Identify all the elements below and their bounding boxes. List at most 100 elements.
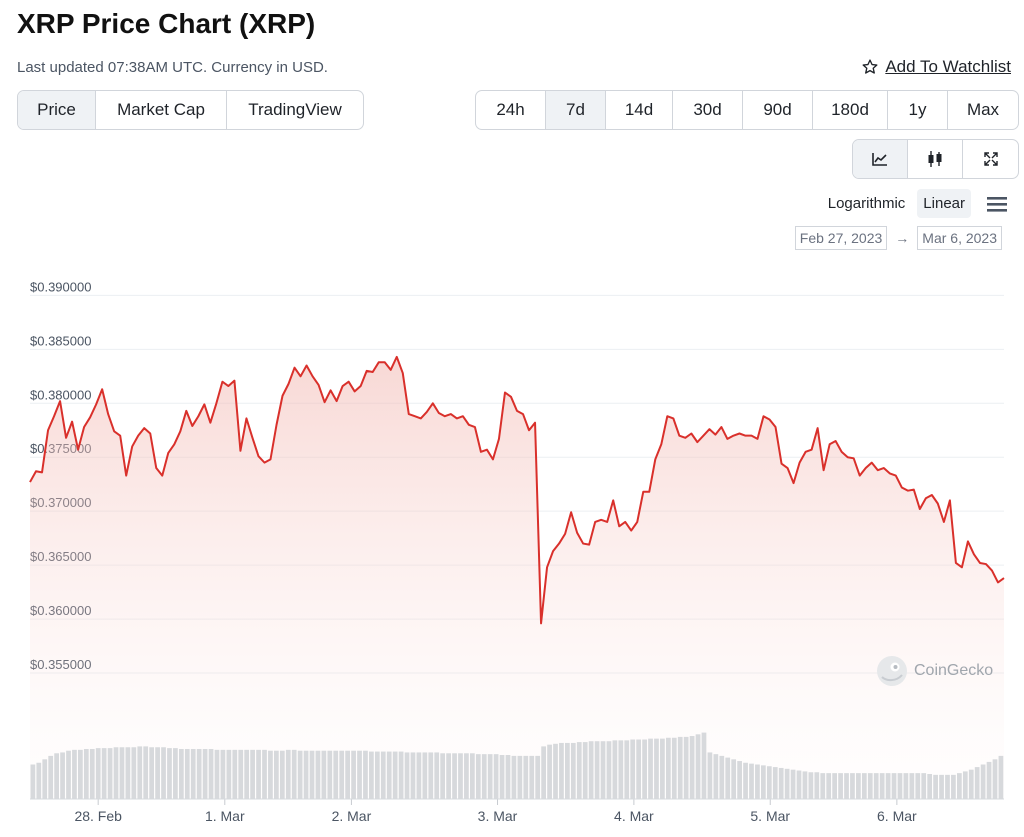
volume-bar (559, 742, 564, 799)
volume-bar (220, 749, 226, 799)
volume-bar (422, 752, 428, 800)
volume-bar (541, 746, 546, 799)
range-180d[interactable]: 180d (813, 91, 888, 129)
volume-bar (915, 773, 921, 799)
range-30d[interactable]: 30d (673, 91, 743, 129)
range-tabs: 24h 7d 14d 30d 90d 180d 1y Max (475, 90, 1019, 130)
volume-bar (885, 773, 891, 799)
volume-bar (766, 766, 772, 799)
volume-bar (72, 749, 77, 799)
volume-bar (446, 753, 451, 799)
x-tick-label: 6. Mar (877, 808, 917, 824)
volume-bar (844, 773, 849, 799)
volume-bar (279, 750, 285, 799)
range-90d[interactable]: 90d (743, 91, 813, 129)
volume-bar (184, 748, 190, 799)
volume-bar (660, 738, 665, 799)
volume-bar (980, 764, 986, 799)
volume-bar (695, 734, 701, 799)
candlestick-icon (927, 150, 943, 168)
volume-bar (95, 748, 101, 799)
volume-bar (850, 773, 855, 799)
volume-bar (570, 742, 576, 799)
date-from-input[interactable]: Feb 27, 2023 (794, 226, 888, 250)
volume-bar (891, 773, 897, 799)
volume-bar (873, 773, 879, 799)
line-chart-icon (872, 152, 888, 166)
line-chart-button[interactable] (853, 140, 908, 178)
volume-bar (262, 749, 267, 799)
volume-bar (588, 741, 594, 799)
volume-bar (369, 751, 374, 799)
volume-bar (345, 750, 351, 799)
volume-bar (107, 748, 113, 799)
add-to-watchlist-link[interactable]: Add To Watchlist (861, 57, 1011, 77)
volume-bar (398, 751, 404, 799)
logarithmic-option[interactable]: Logarithmic (827, 195, 906, 212)
volume-bar (60, 752, 65, 800)
volume-bar (125, 747, 131, 799)
price-area-fill (30, 356, 1004, 799)
volume-bar (30, 764, 36, 799)
volume-bar (939, 774, 944, 799)
volume-bar (452, 753, 457, 799)
volume-bar (933, 774, 938, 799)
volume-bar (856, 773, 861, 799)
volume-bar (333, 750, 339, 799)
volume-bar (576, 742, 582, 799)
volume-bar (297, 750, 303, 799)
linear-option[interactable]: Linear (917, 189, 971, 218)
range-7d[interactable]: 7d (546, 91, 606, 129)
volume-bar (374, 751, 380, 799)
volume-bar (814, 772, 820, 799)
volume-bar (612, 740, 618, 799)
tab-price[interactable]: Price (18, 91, 96, 129)
volume-bar (178, 748, 184, 799)
range-max[interactable]: Max (966, 100, 1000, 119)
fullscreen-icon (983, 152, 998, 166)
range-1y[interactable]: 1y (888, 91, 948, 129)
volume-bar (315, 750, 321, 799)
y-tick-label: $0.390000 (30, 279, 91, 294)
volume-bar (956, 773, 962, 799)
volume-bar (404, 752, 410, 800)
volume-bar (737, 761, 742, 799)
volume-bar (654, 738, 659, 799)
volume-bar (83, 748, 89, 799)
range-24h[interactable]: 24h (476, 91, 546, 129)
arrow-right-icon: → (895, 230, 910, 246)
volume-bar (309, 750, 315, 799)
price-chart[interactable]: $0.390000$0.385000$0.380000$0.375000$0.3… (0, 260, 1024, 837)
x-tick-label: 2. Mar (332, 808, 372, 824)
volume-bar (683, 736, 689, 799)
volume-bar (416, 752, 422, 800)
date-range: Feb 27, 2023 → Mar 6, 2023 (794, 226, 1002, 250)
price-line[interactable] (29, 355, 1005, 625)
volume-bar (410, 752, 416, 800)
volume-bar (962, 771, 968, 799)
volume-bar (790, 769, 796, 799)
hamburger-menu-icon[interactable] (987, 196, 1007, 212)
volume-bar (244, 749, 250, 799)
volume-bar (636, 739, 642, 799)
volume-bar (565, 742, 570, 799)
volume-bar (499, 755, 505, 799)
fullscreen-button[interactable] (963, 140, 1018, 178)
date-to-input[interactable]: Mar 6, 2023 (917, 226, 1002, 250)
y-tick-label: $0.385000 (30, 333, 91, 348)
volume-bar (89, 748, 95, 799)
volume-bar (909, 773, 915, 799)
volume-bar (624, 740, 630, 799)
candlestick-button[interactable] (908, 140, 963, 178)
tab-market-cap[interactable]: Market Cap (96, 91, 227, 129)
x-tick-label: 3. Mar (478, 808, 518, 824)
tab-tradingview[interactable]: TradingView (248, 100, 342, 119)
volume-bar (291, 749, 297, 799)
volume-bar (386, 751, 392, 799)
range-14d[interactable]: 14d (606, 91, 673, 129)
volume-bar (731, 759, 737, 799)
volume-bar (796, 770, 802, 799)
volume-bar (481, 754, 487, 799)
volume-bar (755, 764, 760, 799)
volume-bar (380, 751, 386, 799)
